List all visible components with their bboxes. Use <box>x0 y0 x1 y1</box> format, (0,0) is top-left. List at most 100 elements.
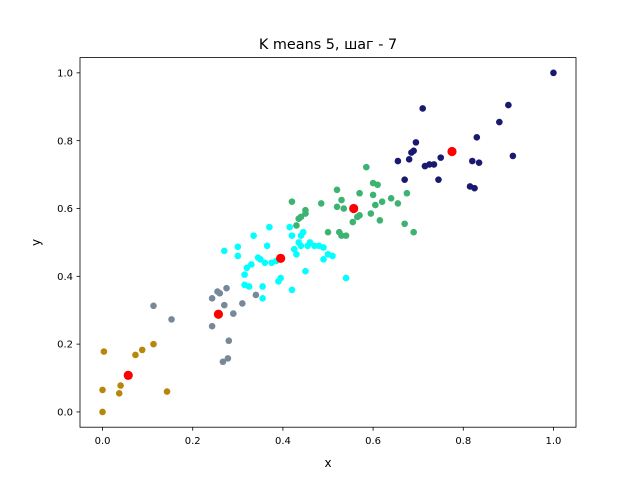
data-point-cluster-2-6 <box>216 289 224 297</box>
data-point-cluster-5-16 <box>471 184 478 192</box>
data-point-cluster-2-13 <box>239 300 246 307</box>
data-point-cluster-3-8 <box>248 261 255 268</box>
data-point-cluster-3-9 <box>250 232 257 239</box>
data-point-cluster-4-30 <box>401 220 408 228</box>
data-point-cluster-2-7 <box>219 358 227 366</box>
y-tick-label-3: 0.4 <box>57 272 73 283</box>
data-point-cluster-1-3 <box>100 348 108 355</box>
data-point-cluster-5-11 <box>435 176 442 183</box>
data-point-cluster-4-10 <box>333 186 341 194</box>
data-point-cluster-1-6 <box>132 351 139 359</box>
y-tick-label-4: 0.6 <box>57 204 73 215</box>
x-axis-label: x <box>324 456 331 470</box>
y-tick-label-5: 0.8 <box>57 136 73 147</box>
data-point-cluster-3-30 <box>302 267 309 275</box>
data-point-cluster-4-7 <box>317 200 325 207</box>
data-point-cluster-4-22 <box>369 191 377 199</box>
data-point-cluster-3-33 <box>311 242 318 250</box>
data-point-cluster-3-6 <box>243 264 251 272</box>
data-point-cluster-3-3 <box>234 252 242 260</box>
y-tick-label-6: 1.0 <box>57 68 73 79</box>
data-point-cluster-3-7 <box>245 283 253 290</box>
data-point-cluster-3-24 <box>290 245 298 253</box>
plot-frame <box>79 57 577 428</box>
data-point-cluster-4-16 <box>349 218 357 226</box>
data-point-cluster-3-32 <box>306 239 314 246</box>
data-point-cluster-4-14 <box>340 205 348 212</box>
data-point-cluster-2-10 <box>224 355 232 362</box>
data-point-cluster-5-3 <box>405 156 413 163</box>
data-point-cluster-4-8 <box>324 228 332 236</box>
data-point-cluster-5-20 <box>505 101 512 109</box>
data-point-cluster-2-1 <box>150 302 157 310</box>
data-point-cluster-5-22 <box>550 69 557 77</box>
x-tick-label-2: 0.2 <box>185 436 201 447</box>
data-point-cluster-3-13 <box>259 295 266 302</box>
data-point-cluster-2-2 <box>168 316 175 323</box>
data-point-cluster-2-9 <box>223 284 230 292</box>
data-point-cluster-4-24 <box>372 201 379 209</box>
data-point-cluster-2-4 <box>208 295 216 302</box>
data-point-cluster-5-21 <box>509 152 517 160</box>
data-point-cluster-4-29 <box>394 200 402 207</box>
data-point-cluster-1-5 <box>117 382 124 389</box>
centroid-point-3 <box>276 253 286 263</box>
data-point-cluster-3-35 <box>320 244 327 251</box>
data-point-cluster-3-4 <box>241 271 248 278</box>
data-point-cluster-5-12 <box>437 154 445 161</box>
data-point-cluster-4-9 <box>333 203 341 211</box>
data-point-cluster-3-36 <box>320 256 327 263</box>
data-point-cluster-4-31 <box>403 189 411 197</box>
data-point-cluster-4-28 <box>387 195 395 202</box>
data-point-cluster-3-38 <box>329 252 336 260</box>
data-point-cluster-5-1 <box>394 157 402 165</box>
data-point-cluster-1-2 <box>99 386 106 394</box>
data-point-cluster-3-11 <box>257 256 264 263</box>
data-point-cluster-4-12 <box>338 232 345 239</box>
data-point-cluster-1-1 <box>99 408 106 416</box>
y-tick-label-2: 0.2 <box>57 340 73 351</box>
data-point-cluster-2-3 <box>208 322 216 330</box>
data-point-cluster-5-5 <box>410 147 417 155</box>
data-point-cluster-4-13 <box>338 196 345 204</box>
x-tick-label-6: 1.0 <box>546 436 562 447</box>
centroid-point-5 <box>447 146 457 157</box>
data-point-cluster-5-9 <box>426 161 433 168</box>
centroid-point-1 <box>123 370 133 380</box>
data-point-cluster-4-21 <box>367 210 375 217</box>
data-point-cluster-4-27 <box>378 198 386 206</box>
data-point-cluster-4-32 <box>410 228 417 236</box>
data-point-cluster-5-18 <box>475 159 483 167</box>
data-point-cluster-3-39 <box>342 274 350 282</box>
data-point-cluster-4-4 <box>297 213 305 221</box>
data-point-cluster-4-20 <box>363 163 370 171</box>
y-tick-label-1: 0.0 <box>57 408 73 419</box>
data-point-cluster-3-16 <box>266 223 273 231</box>
data-point-cluster-4-19 <box>356 189 363 197</box>
data-point-cluster-3-28 <box>297 242 305 250</box>
centroid-point-4 <box>349 203 359 214</box>
data-point-cluster-2-8 <box>220 301 228 309</box>
data-points-layer <box>99 69 557 416</box>
data-point-cluster-5-2 <box>401 176 408 183</box>
data-point-cluster-5-7 <box>419 105 426 112</box>
data-point-cluster-2-14 <box>252 291 260 299</box>
data-point-cluster-5-10 <box>430 161 438 168</box>
data-point-cluster-2-11 <box>225 337 233 345</box>
data-point-cluster-5-15 <box>468 157 476 165</box>
data-point-cluster-1-8 <box>150 340 157 348</box>
data-point-cluster-3-25 <box>293 250 300 258</box>
data-point-cluster-3-22 <box>288 286 296 294</box>
chart-title: K means 5, шаг - 7 <box>259 37 397 53</box>
data-point-cluster-1-9 <box>163 388 171 395</box>
data-point-cluster-3-21 <box>286 223 293 231</box>
data-point-cluster-3-14 <box>261 259 269 267</box>
data-point-cluster-1-7 <box>138 346 146 354</box>
x-tick-label-3: 0.4 <box>275 436 291 447</box>
data-point-cluster-2-12 <box>230 310 237 317</box>
data-point-cluster-4-26 <box>376 217 384 224</box>
x-tick-label-5: 0.8 <box>455 436 471 447</box>
axis-ticks-layer: 0.0 0.2 0.4 0.6 0.8 1.0 0.0 0.2 0.4 0.6 0.8 1.0 <box>57 68 561 447</box>
data-point-cluster-4-25 <box>374 181 381 189</box>
